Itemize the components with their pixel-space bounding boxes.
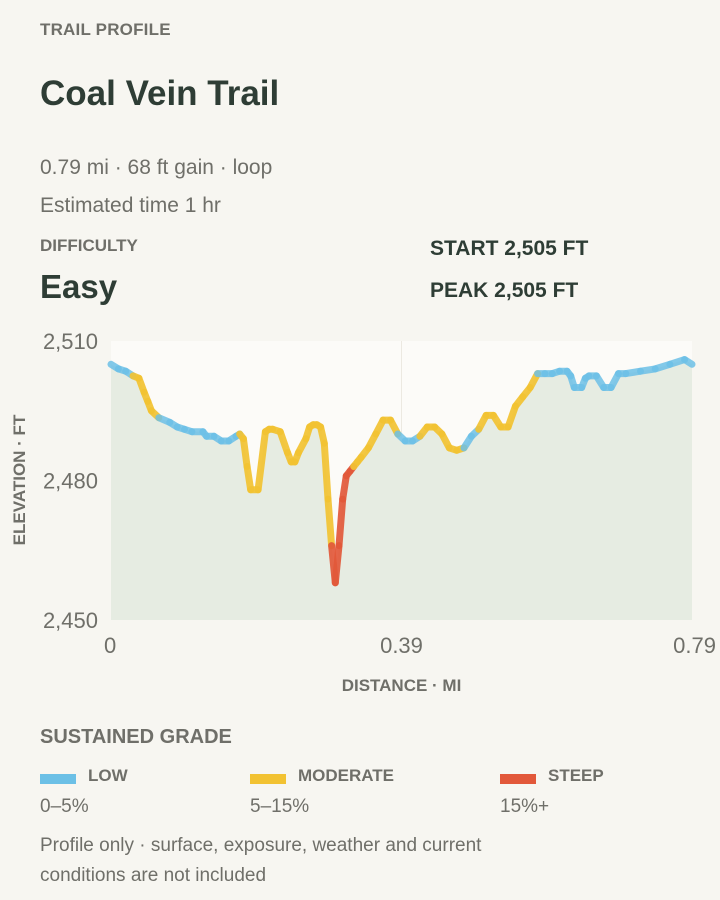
profile-segment-moderate	[254, 428, 269, 494]
x-tick-label: 0.39	[380, 633, 423, 658]
legend-range-low: 0–5%	[40, 796, 89, 817]
legend-name-steep: STEEP	[548, 766, 604, 785]
legend-swatch-low	[40, 774, 76, 784]
profile-segment-moderate	[239, 435, 251, 470]
difficulty-value: Easy	[40, 268, 118, 305]
difficulty-label: DIFFICULTY	[40, 236, 138, 255]
y-tick-label: 2,480	[43, 469, 98, 494]
elevation-area	[111, 359, 692, 620]
legend-swatch-moderate	[250, 774, 286, 784]
y-tick-label: 2,450	[43, 608, 98, 633]
x-axis-title: DISTANCE · MI	[342, 676, 462, 695]
eyebrow-label: TRAIL PROFILE	[40, 20, 171, 39]
legend-name-moderate: MODERATE	[298, 766, 395, 785]
profile-segment-moderate	[243, 463, 255, 494]
profile-segment-steep	[339, 472, 350, 503]
estimated-time: Estimated time 1 hr	[40, 194, 221, 217]
y-tick-label: 2,510	[43, 330, 98, 354]
profile-segment-moderate	[504, 402, 519, 431]
legend-title: SUSTAINED GRADE	[40, 726, 232, 748]
trail-title: Coal Vein Trail	[40, 74, 280, 113]
peak-elevation: PEAK 2,505 FT	[430, 279, 579, 302]
footnote: Profile only · surface, exposure, weathe…	[40, 835, 482, 886]
profile-segment-low	[681, 356, 696, 368]
legend-swatch-steep	[500, 774, 536, 784]
profile-segment-moderate	[320, 439, 332, 503]
legend-name-low: LOW	[88, 766, 128, 785]
y-axis-title: ELEVATION · FT	[10, 414, 29, 545]
profile-segment-moderate	[324, 495, 336, 550]
profile-segment-moderate	[276, 428, 291, 457]
x-tick-label: 0	[104, 633, 116, 658]
start-elevation: START 2,505 FT	[430, 237, 589, 260]
trail-stats: 0.79 mi · 68 ft gain · loop	[40, 156, 273, 179]
legend-range-moderate: 5–15%	[250, 796, 310, 817]
profile-segment-steep	[335, 495, 347, 550]
x-tick-label: 0.79	[673, 633, 716, 658]
legend-range-steep: 15%+	[500, 796, 550, 817]
profile-segment-steep	[331, 542, 343, 587]
